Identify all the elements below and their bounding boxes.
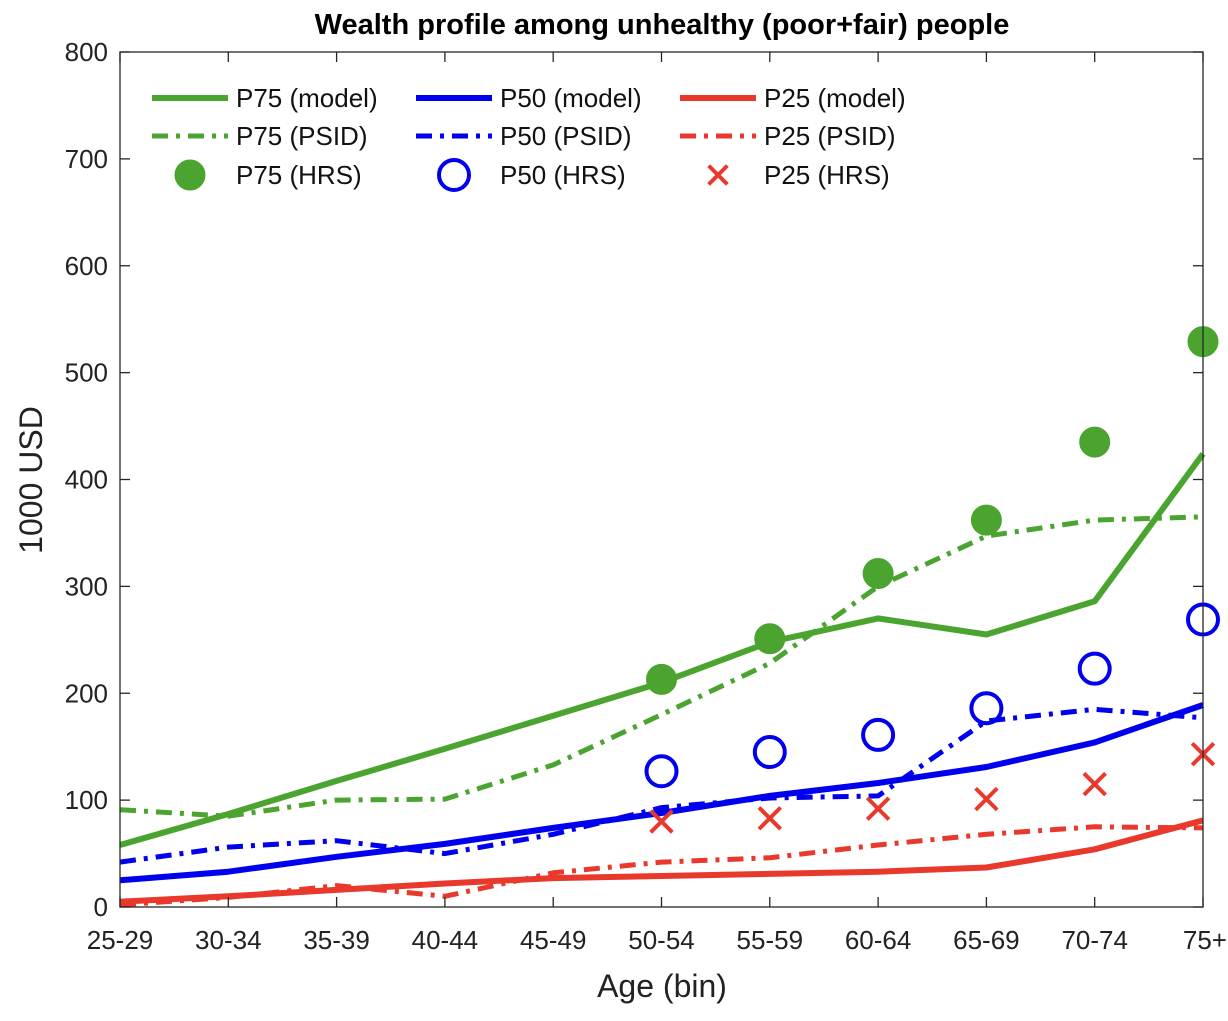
series-p25-hrs-point-stroke (865, 796, 891, 821)
legend-marker-stroke (707, 164, 729, 186)
legend-label: P25 (HRS) (764, 160, 890, 190)
x-tick-label: 45-49 (520, 925, 587, 955)
legend-item-p50-hrs: P50 (HRS) (437, 158, 626, 192)
series-p25-hrs-point (974, 786, 999, 812)
x-axis-label: Age (bin) (597, 968, 727, 1004)
series-p75-hrs-point (646, 663, 677, 695)
x-tick-label: 55-59 (737, 925, 804, 955)
legend-item-p75-hrs: P75 (HRS) (174, 159, 362, 191)
series-p25-hrs-point-stroke (1082, 771, 1107, 797)
legend-item-p25-hrs: P25 (HRS) (707, 160, 890, 190)
y-tick-label: 100 (65, 785, 108, 815)
y-tick-label: 800 (65, 37, 108, 67)
legend-marker (707, 164, 729, 186)
series-p75-hrs-point (970, 504, 1002, 536)
x-tick-label: 50-54 (628, 925, 695, 955)
x-tick-label: 70-74 (1061, 925, 1128, 955)
x-tick-label: 75+ (1183, 925, 1227, 955)
y-tick-label: 500 (65, 358, 108, 388)
series-p25-hrs-point (649, 809, 674, 834)
legend-label: P50 (model) (500, 83, 642, 113)
x-tick-label: 35-39 (303, 925, 370, 955)
legend-item-p50-psid: P50 (PSID) (416, 121, 632, 151)
y-tick-label: 400 (65, 465, 108, 495)
series-p25-hrs-point-stroke (974, 786, 999, 812)
series-p50-hrs-point (861, 717, 896, 752)
legend-item-p50-model: P50 (model) (416, 83, 642, 113)
legend-item-p25-psid: P25 (PSID) (680, 121, 896, 151)
x-tick-label: 60-64 (845, 925, 912, 955)
legend-label: P25 (model) (764, 83, 906, 113)
legend-item-p75-psid: P75 (PSID) (152, 121, 368, 151)
y-tick-label: 700 (65, 144, 108, 174)
series-p75-hrs-point (862, 558, 894, 590)
y-tick-label: 200 (65, 678, 108, 708)
legend-label: P25 (PSID) (764, 121, 896, 151)
legend: P75 (model) P50 (model) P25 (model) P75 (PS… (152, 83, 906, 192)
x-tick-label: 25-29 (87, 925, 154, 955)
series-p25-hrs-point (757, 806, 783, 831)
y-tick-label: 300 (65, 571, 108, 601)
legend-label: P50 (PSID) (500, 121, 632, 151)
y-tick-label: 0 (94, 892, 108, 922)
legend-label: P75 (PSID) (236, 121, 368, 151)
legend-item-p75-model: P75 (model) (152, 83, 378, 113)
series-p50-hrs-point (752, 735, 787, 770)
plot-area (119, 326, 1220, 908)
series-p75-hrs-point (1079, 426, 1111, 458)
series-p75-psid-line (119, 514, 1204, 819)
series-p50-psid-line (119, 706, 1204, 865)
series-p50-hrs-point (969, 691, 1004, 726)
legend-label: P75 (HRS) (236, 160, 362, 190)
axes: 0 100 200 300 400 500 600 700 800 25-29 30-34 35-39… (65, 37, 1227, 955)
y-tick-label: 600 (65, 251, 108, 281)
legend-marker (437, 158, 471, 192)
series-p25-hrs-point-stroke (757, 806, 783, 831)
legend-item-p25-model: P25 (model) (680, 83, 906, 113)
series-p25-hrs-point (865, 796, 891, 821)
legend-marker (174, 159, 206, 191)
series-p50-model-line (119, 702, 1204, 884)
y-axis-label: 1000 USD (13, 406, 49, 554)
x-tick-label: 40-44 (412, 925, 479, 955)
series-p75-hrs-point (754, 623, 786, 655)
series-p25-hrs-point (1082, 771, 1107, 797)
series-p50-hrs-point (1077, 651, 1112, 686)
x-tick-label: 30-34 (195, 925, 262, 955)
legend-label: P75 (model) (236, 83, 378, 113)
x-tick-label: 65-69 (953, 925, 1020, 955)
series-p25-model-line (119, 817, 1204, 905)
legend-label: P50 (HRS) (500, 160, 626, 190)
series-p25-hrs-point-stroke (649, 809, 674, 834)
series-p50-hrs-point (644, 754, 679, 789)
chart-title: Wealth profile among unhealthy (poor+fai… (315, 9, 1010, 41)
